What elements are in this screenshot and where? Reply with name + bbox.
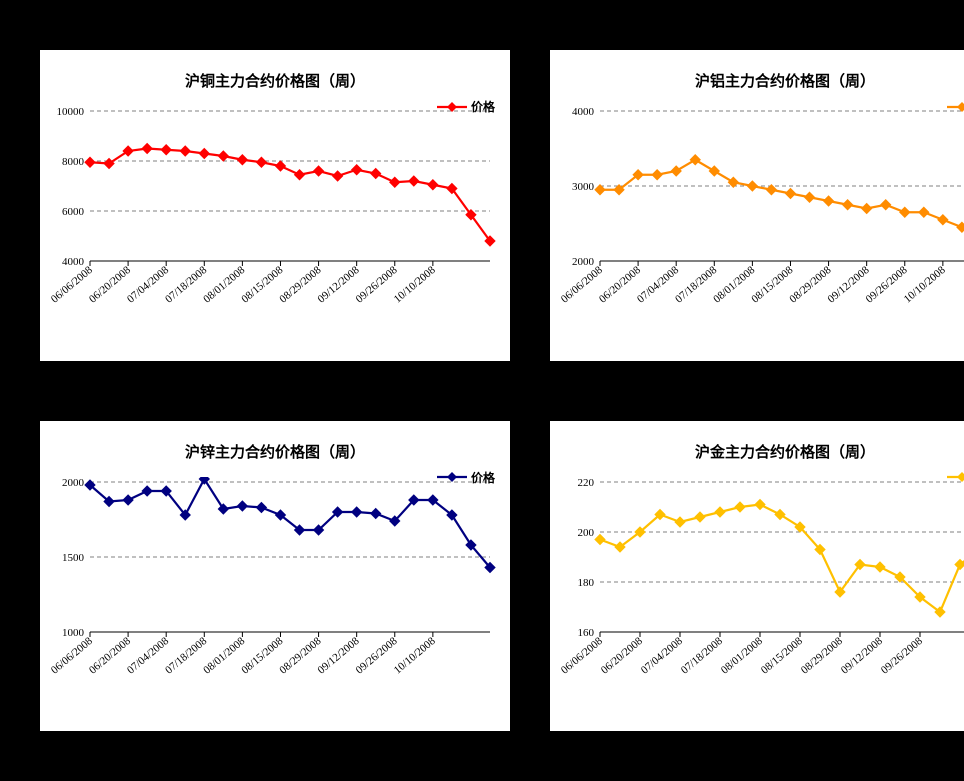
data-marker [428, 180, 438, 190]
data-marker [824, 196, 834, 206]
data-marker [333, 171, 343, 181]
legend-marker [437, 471, 467, 483]
data-marker [715, 507, 725, 517]
x-tick-label: 09/12/2008 [839, 634, 885, 676]
data-marker [390, 177, 400, 187]
y-tick-label: 1000 [62, 627, 85, 639]
chart-panel-zinc: 沪锌主力合约价格图（周）价格10001500200006/06/200806/2… [40, 421, 510, 732]
data-marker [881, 200, 891, 210]
data-marker [218, 151, 228, 161]
data-marker [371, 508, 381, 518]
data-marker [875, 562, 885, 572]
data-marker [352, 165, 362, 175]
data-marker [371, 169, 381, 179]
data-marker [900, 207, 910, 217]
chart-svg: 160 180 200 220 06/06/200806/20/200807/04/20… [560, 477, 964, 702]
data-marker [237, 155, 247, 165]
data-marker [314, 166, 324, 176]
data-marker [256, 502, 266, 512]
x-tick-label: 08/29/2008 [799, 634, 845, 676]
chart-svg: 20003000400006/06/200806/20/200807/04/20… [560, 106, 964, 331]
data-marker [85, 157, 95, 167]
data-marker [735, 502, 745, 512]
chart-panel-aluminum: 沪铝主力合约价格图（周）价格20003000400006/06/200806/2… [550, 50, 964, 361]
data-marker [161, 145, 171, 155]
data-marker [275, 161, 285, 171]
chart-svg: 10001500200006/06/200806/20/200807/04/20… [50, 477, 500, 702]
data-marker [747, 181, 757, 191]
chart-title: 沪金主力合约价格图（周） [560, 441, 964, 462]
data-marker [256, 157, 266, 167]
data-marker [142, 486, 152, 496]
data-marker [652, 170, 662, 180]
chart-legend: 价格 [947, 98, 964, 115]
y-tick-label: 1500 [62, 552, 85, 564]
chart-panel-gold: 沪金主力合约价格图（周） 价格 160 180 200 220 06/06/200806/2… [550, 421, 964, 732]
data-marker [352, 507, 362, 517]
chart-legend: 价格 [437, 469, 495, 486]
x-tick-label: 07/18/2008 [679, 634, 725, 676]
y-tick-label: 220 [578, 477, 595, 489]
data-marker [142, 144, 152, 154]
data-marker [671, 166, 681, 176]
y-tick-label: 4000 [62, 256, 85, 268]
chart-title: 沪锌主力合约价格图（周） [50, 441, 500, 462]
data-marker [690, 155, 700, 165]
chart-legend: 价格 [437, 98, 495, 115]
data-marker [180, 146, 190, 156]
y-tick-label: 8000 [62, 156, 85, 168]
x-tick-label: 10/10/2008 [392, 634, 438, 676]
x-tick-label: 10/10/2008 [902, 264, 948, 306]
charts-grid: 沪铜主力合约价格图（周） 价格 4000 6000 8000 10000 06/06/200… [0, 0, 964, 781]
y-tick-label: 180 [578, 577, 595, 589]
data-marker [295, 170, 305, 180]
chart-legend: 价格 [947, 469, 964, 486]
legend-marker [437, 101, 467, 113]
data-marker [709, 166, 719, 176]
data-marker [785, 189, 795, 199]
y-tick-label: 6000 [62, 206, 85, 218]
data-marker [805, 192, 815, 202]
data-marker [938, 215, 948, 225]
data-marker [775, 509, 785, 519]
x-tick-label: 06/06/2008 [560, 634, 605, 676]
data-line [600, 504, 964, 612]
data-marker [199, 149, 209, 159]
data-marker [595, 534, 605, 544]
data-marker [695, 512, 705, 522]
legend-label: 价格 [471, 98, 495, 115]
y-tick-label: 2000 [572, 256, 595, 268]
data-marker [675, 517, 685, 527]
y-tick-label: 4000 [572, 106, 595, 118]
data-marker [919, 207, 929, 217]
chart-svg: 4000600080001000006/06/200806/20/200807/… [50, 106, 500, 331]
data-marker [862, 204, 872, 214]
x-tick-label: 09/26/2008 [879, 634, 925, 676]
chart-title: 沪铝主力合约价格图（周） [560, 70, 964, 91]
data-marker [957, 222, 964, 232]
data-marker [237, 501, 247, 511]
legend-marker [947, 471, 964, 483]
data-marker [755, 499, 765, 509]
y-tick-label: 10000 [57, 106, 85, 118]
data-marker [843, 200, 853, 210]
data-line [90, 149, 490, 242]
legend-marker [947, 101, 964, 113]
data-marker [123, 495, 133, 505]
y-tick-label: 2000 [62, 477, 85, 489]
chart-title: 沪铜主力合约价格图（周） [50, 70, 500, 91]
y-tick-label: 200 [578, 527, 595, 539]
x-tick-label: 06/20/2008 [599, 634, 645, 676]
legend-label: 价格 [471, 469, 495, 486]
y-tick-label: 160 [578, 627, 595, 639]
chart-panel-copper: 沪铜主力合约价格图（周）价格4000600080001000006/06/200… [40, 50, 510, 361]
x-tick-label: 08/15/2008 [759, 634, 805, 676]
data-marker [409, 176, 419, 186]
x-tick-label: 07/04/2008 [639, 634, 685, 676]
data-marker [955, 559, 964, 569]
y-tick-label: 3000 [572, 181, 595, 193]
x-tick-label: 08/01/2008 [719, 634, 765, 676]
x-tick-label: 10/10/2008 [392, 264, 438, 306]
data-marker [766, 185, 776, 195]
